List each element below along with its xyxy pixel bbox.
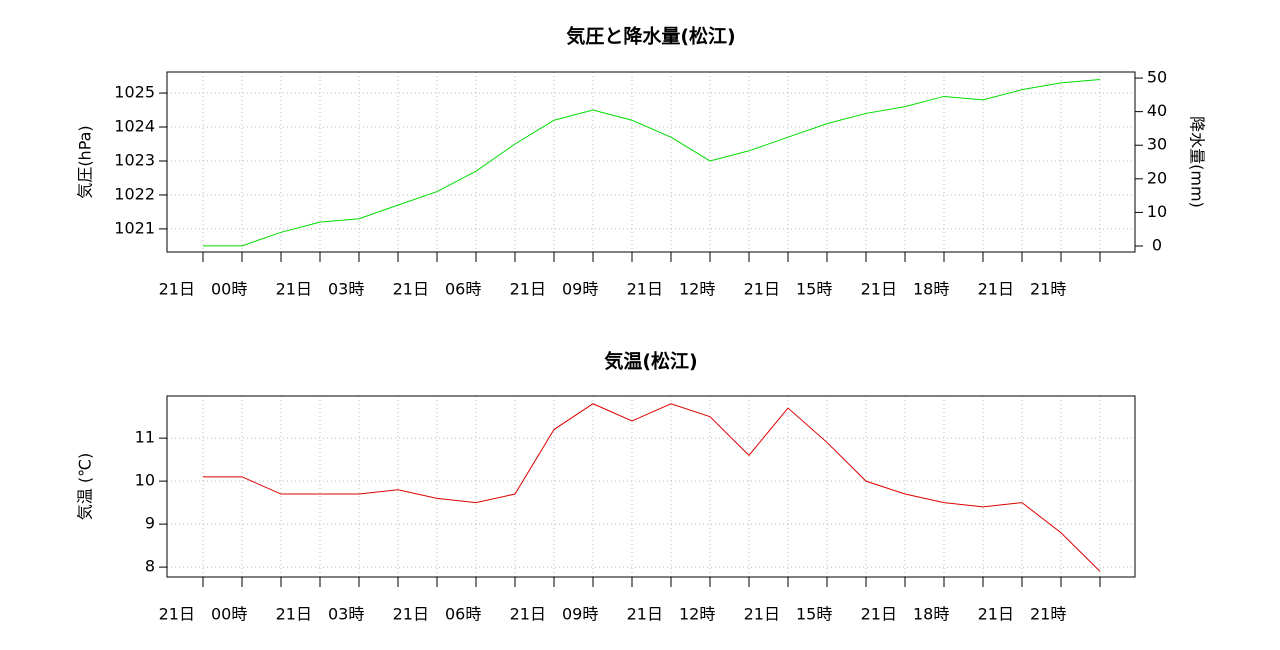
y2-tick-label: 40 <box>1147 101 1167 120</box>
y2-tick-label: 30 <box>1147 135 1167 154</box>
y-tick-label: 1025 <box>114 83 155 102</box>
x-tick-label: 21日 09時 <box>510 605 599 624</box>
y-axis-label: 気圧(hPa) <box>76 125 95 198</box>
x-tick-label: 21日 03時 <box>276 280 365 299</box>
y-tick-label: 1022 <box>114 184 155 203</box>
y-tick-label: 11 <box>135 428 155 447</box>
y-tick-label: 1023 <box>114 150 155 169</box>
y2-axis-label: 降水量(mm) <box>1188 116 1207 208</box>
plot-frame <box>166 71 1136 253</box>
x-tick-label: 21日 15時 <box>744 280 833 299</box>
y-axis-label: 気温 (℃) <box>76 453 95 521</box>
y-tick-label: 10 <box>135 471 155 490</box>
chart-title: 気温(松江) <box>604 350 697 373</box>
x-tick-label: 21日 12時 <box>627 605 716 624</box>
x-tick-label: 21日 00時 <box>159 280 248 299</box>
x-tick-label: 21日 12時 <box>627 280 716 299</box>
x-tick-label: 21日 18時 <box>861 605 950 624</box>
x-tick-label: 21日 00時 <box>159 605 248 624</box>
y2-tick-label: 50 <box>1147 68 1167 87</box>
y-tick-label: 8 <box>145 557 155 576</box>
x-tick-label: 21日 09時 <box>510 280 599 299</box>
x-tick-label: 21日 06時 <box>393 605 482 624</box>
y-tick-label: 9 <box>145 514 155 533</box>
data-line <box>203 403 1101 572</box>
x-tick-label: 21日 21時 <box>978 280 1067 299</box>
x-tick-label: 21日 06時 <box>393 280 482 299</box>
y-tick-label: 1024 <box>114 117 155 136</box>
y2-tick-label: 20 <box>1147 168 1167 187</box>
chart-title: 気圧と降水量(松江) <box>566 25 735 48</box>
y2-tick-label: 10 <box>1147 202 1167 221</box>
x-tick-label: 21日 15時 <box>744 605 833 624</box>
x-tick-label: 21日 03時 <box>276 605 365 624</box>
plot-frame <box>166 395 1136 578</box>
data-line <box>203 78 1101 247</box>
x-tick-label: 21日 18時 <box>861 280 950 299</box>
y2-tick-label: 0 <box>1152 235 1162 254</box>
y-tick-label: 1021 <box>114 218 155 237</box>
x-tick-label: 21日 21時 <box>978 605 1067 624</box>
